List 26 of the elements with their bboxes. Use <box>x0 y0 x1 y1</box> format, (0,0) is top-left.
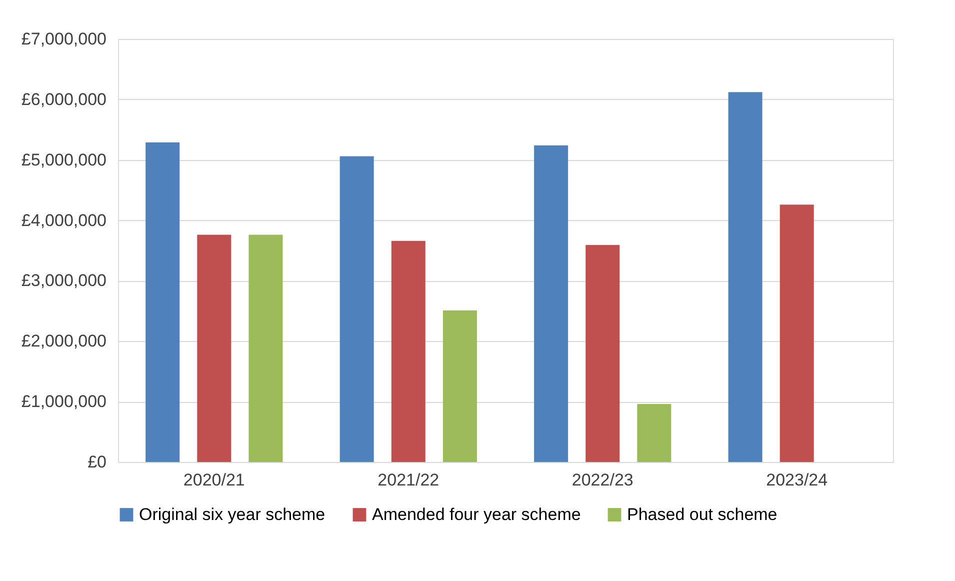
y-tick-label: £2,000,000 <box>21 332 106 351</box>
y-tick-label: £4,000,000 <box>21 210 106 230</box>
x-tick-label: 2023/24 <box>766 470 828 490</box>
y-tick-label: £5,000,000 <box>21 150 106 170</box>
bar <box>340 156 374 462</box>
bar <box>248 234 283 462</box>
y-tick-label: £7,000,000 <box>21 30 106 48</box>
x-tick-label: 2020/21 <box>183 470 245 490</box>
bar <box>780 204 814 462</box>
x-tick-label: 2022/23 <box>572 470 634 490</box>
y-tick-label: £1,000,000 <box>21 392 106 412</box>
y-tick-label: £0 <box>88 452 106 472</box>
bar <box>586 245 620 462</box>
legend-label: Original six year scheme <box>139 504 326 524</box>
bar <box>534 145 568 462</box>
legend-label: Amended four year scheme <box>372 504 581 524</box>
legend-label: Phased out scheme <box>627 504 778 524</box>
y-tick-label: £6,000,000 <box>21 90 106 109</box>
bar <box>146 142 180 462</box>
bar <box>197 234 232 462</box>
bar <box>442 310 477 462</box>
bar <box>391 240 426 462</box>
x-tick-label: 2021/22 <box>378 470 440 490</box>
bar <box>728 92 762 462</box>
bar <box>637 404 672 462</box>
y-tick-label: £3,000,000 <box>21 271 106 290</box>
